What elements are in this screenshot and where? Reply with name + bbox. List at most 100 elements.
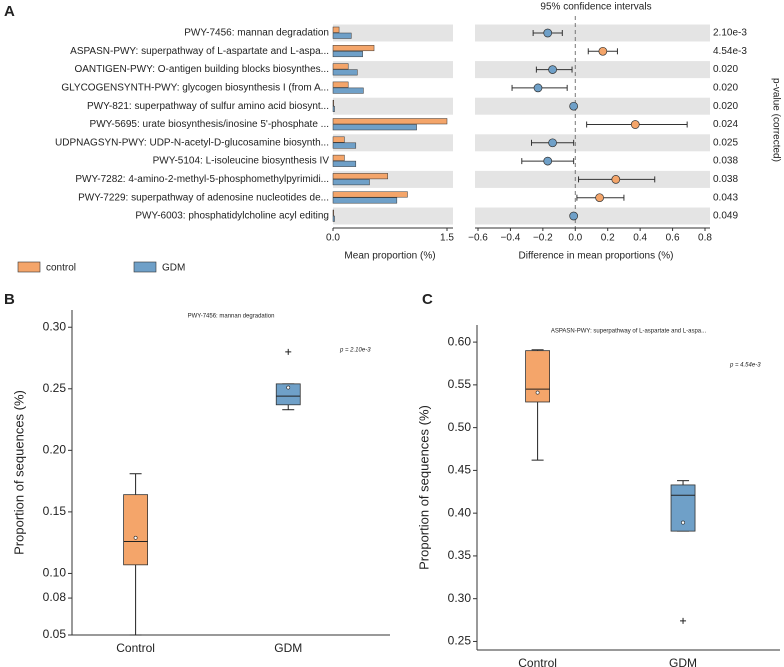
bar: [332, 26, 340, 33]
p-value-label: 0.025: [713, 137, 738, 148]
x-tick-label: 1.5: [440, 233, 454, 244]
p-value-label: 0.020: [713, 101, 738, 112]
x-tick-label: 0.0: [326, 233, 340, 244]
difference-point: [595, 193, 604, 203]
x-tick-label: 0.6: [666, 233, 680, 244]
row-band: [475, 97, 710, 115]
bar: [332, 197, 398, 204]
p-annotation: p = 2.10e-3: [339, 348, 371, 354]
bar: [332, 173, 388, 180]
bar: [332, 154, 345, 161]
bar: [332, 142, 357, 149]
bar: [332, 118, 448, 125]
legend-swatch: [133, 261, 157, 273]
p-value-label: 0.049: [713, 211, 738, 222]
y-tick-label: 0.45: [448, 463, 472, 477]
category-label: PWY-7282: 4-amino-2-methyl-5-phosphometh…: [75, 174, 329, 185]
bar: [332, 179, 370, 186]
difference-point: [630, 120, 640, 129]
bar: [332, 81, 349, 88]
x-tick-label: GDM: [274, 641, 302, 655]
category-label: PWY-6003: phosphatidylcholine acyl editi…: [135, 211, 329, 222]
p-value-label: 2.10e-3: [713, 28, 747, 39]
p-value-label: 4.54e-3: [713, 46, 747, 57]
mean-point: [681, 520, 685, 525]
mean-point: [133, 535, 138, 540]
bar: [332, 51, 363, 58]
difference-point: [611, 175, 621, 184]
p-value-label: 0.020: [713, 83, 738, 94]
p-value-label: 0.038: [713, 174, 738, 185]
x-axis-label: Mean proportion (%): [344, 251, 435, 262]
y-tick-label: 0.60: [448, 334, 472, 348]
box: [123, 494, 148, 566]
p-value-label: 0.043: [713, 192, 738, 203]
y-axis-label: Proportion of sequences (%): [11, 390, 26, 555]
category-label: UDPNAGSYN-PWY: UDP-N-acetyl-D-glucosamin…: [55, 137, 329, 148]
y-tick-label: 0.08: [43, 590, 67, 604]
p-value-title: p-value (corrected): [770, 78, 781, 162]
chart-title: 95% confidence intervals: [540, 2, 651, 13]
row-band: [475, 61, 710, 79]
category-label: ASPASN-PWY: superpathway of L-aspartate …: [70, 46, 329, 57]
row-band: [333, 134, 453, 152]
difference-point: [548, 138, 557, 148]
category-label: PWY-7229: superpathway of adenosine nucl…: [78, 192, 329, 203]
y-tick-label: 0.50: [448, 420, 472, 434]
y-tick-label: 0.55: [448, 377, 472, 391]
y-tick-label: 0.30: [448, 591, 472, 605]
category-label: PWY-821: superpathway of sulfur amino ac…: [87, 101, 329, 112]
bar: [332, 63, 349, 70]
x-tick-label: 0.0: [568, 233, 582, 244]
x-tick-label: Control: [116, 641, 155, 655]
row-band: [475, 134, 710, 152]
mean-point: [286, 385, 291, 390]
chart-title: ASPASN-PWY: superpathway of L-aspartate …: [551, 329, 707, 335]
bar: [332, 160, 357, 167]
bar: [332, 209, 335, 216]
difference-point: [569, 211, 579, 221]
y-axis-label: Proportion of sequences (%): [416, 405, 431, 570]
x-axis-label: Difference in mean proportions (%): [519, 251, 674, 262]
y-tick-label: 0.25: [448, 634, 472, 648]
y-tick-label: 0.40: [448, 505, 472, 519]
x-tick-label: −0.4: [501, 233, 521, 244]
category-label: OANTIGEN-PWY: O-antigen building blocks …: [74, 64, 329, 75]
y-tick-label: 0.25: [43, 381, 67, 395]
p-value-label: 0.038: [713, 156, 738, 167]
x-tick-label: −0.6: [468, 233, 488, 244]
bar: [332, 32, 352, 39]
bar: [332, 191, 408, 198]
y-tick-label: 0.20: [43, 443, 67, 457]
y-tick-label: 0.15: [43, 504, 67, 518]
bar: [332, 124, 417, 131]
x-tick-label: Control: [518, 656, 557, 667]
chart-title: PWY-7456: mannan degradation: [188, 314, 275, 320]
difference-point: [543, 156, 553, 166]
p-annotation: p = 4.54e-3: [729, 363, 761, 369]
bar: [332, 215, 335, 222]
row-band: [333, 207, 453, 225]
legend-swatch: [17, 261, 41, 273]
x-tick-label: −0.2: [533, 233, 553, 244]
bar: [332, 69, 358, 76]
row-band: [333, 24, 453, 42]
box: [275, 383, 301, 406]
y-tick-label: 0.30: [43, 319, 67, 333]
outlier: [285, 348, 292, 355]
bar: [332, 87, 364, 94]
legend-label: GDM: [162, 263, 185, 274]
x-tick-label: 0.2: [601, 233, 615, 244]
difference-point: [543, 28, 553, 38]
category-label: PWY-5104: L-isoleucine biosynthesis IV: [153, 156, 330, 167]
legend-label: control: [46, 263, 76, 274]
mean-point: [535, 390, 540, 395]
row-band: [475, 207, 710, 225]
x-tick-label: 0.8: [698, 233, 712, 244]
x-tick-label: GDM: [669, 656, 697, 667]
difference-point: [598, 46, 608, 56]
panel-label: B: [4, 291, 15, 308]
difference-point: [533, 83, 543, 93]
bar: [332, 105, 335, 112]
